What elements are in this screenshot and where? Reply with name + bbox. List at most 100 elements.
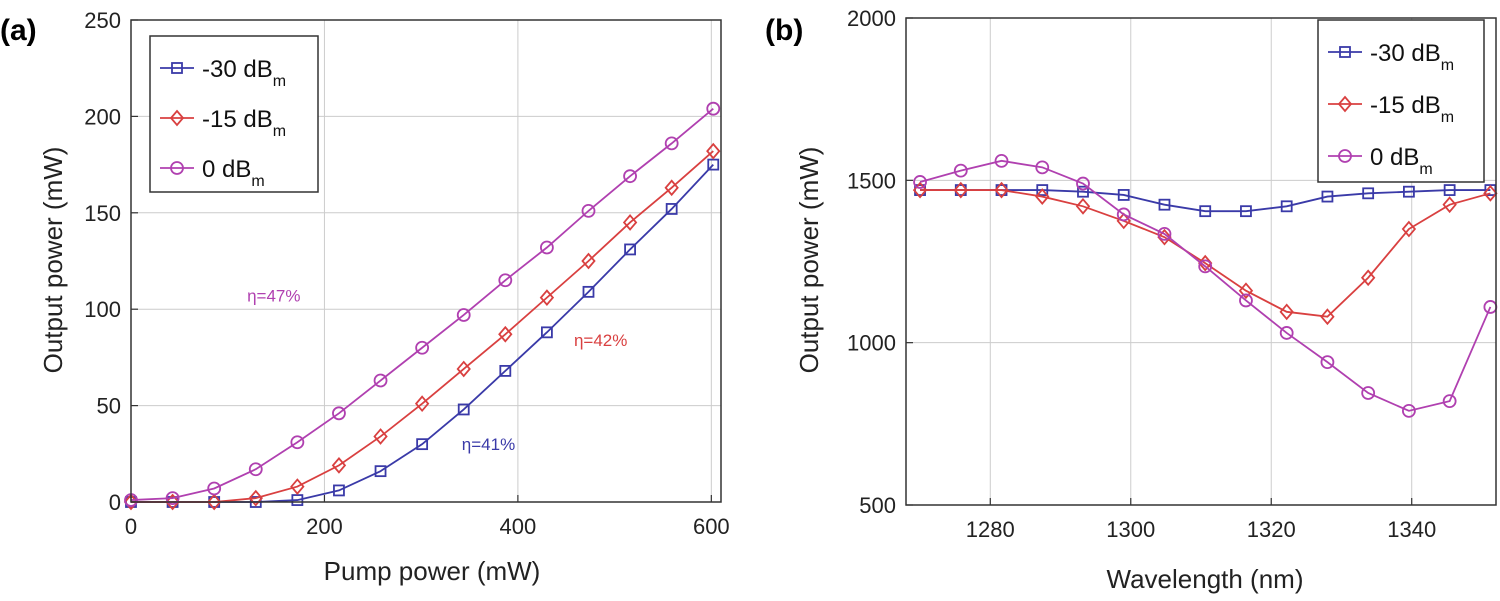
legend-label: -15 dBm — [1370, 92, 1454, 126]
legend-label-sub: m — [1441, 109, 1454, 126]
legend-label-sub: m — [1441, 57, 1454, 74]
data-point — [1442, 394, 1457, 409]
data-point — [498, 273, 513, 288]
y-tick-label: 50 — [97, 394, 121, 419]
legend-marker — [1338, 149, 1352, 163]
data-point — [665, 203, 678, 215]
legend-label-main: 0 dB — [1370, 144, 1419, 171]
x-tick-label: 600 — [693, 514, 730, 539]
data-point — [290, 478, 305, 495]
x-tick-label: 1300 — [1106, 517, 1155, 542]
legend-label-sub: m — [273, 123, 286, 140]
data-point — [291, 494, 304, 506]
data-point — [1279, 303, 1294, 321]
data-point — [1402, 403, 1416, 418]
data-point — [332, 406, 346, 421]
x-axis-label-b: Wavelength (nm) — [1107, 564, 1304, 594]
y-tick-label: 500 — [859, 493, 896, 518]
data-point — [1157, 227, 1172, 241]
data-point — [415, 340, 430, 355]
data-point — [581, 252, 596, 270]
data-point — [1442, 196, 1457, 214]
data-point — [706, 142, 721, 160]
data-point — [333, 484, 345, 497]
data-point — [623, 169, 637, 184]
data-point — [994, 181, 1009, 199]
data-point — [1320, 355, 1335, 370]
data-point — [1401, 220, 1417, 238]
series-line — [919, 159, 1492, 412]
data-point — [994, 153, 1009, 168]
plot-frame-b — [905, 17, 1497, 506]
x-tick-label: 400 — [500, 514, 537, 539]
efficiency-annotation: η=47% — [247, 286, 300, 305]
data-point — [457, 403, 470, 416]
x-tick-label: 200 — [306, 514, 343, 539]
data-point — [664, 179, 679, 197]
legend-label: -30 dBm — [202, 56, 286, 90]
data-point — [707, 158, 720, 171]
data-point — [1035, 188, 1050, 205]
legend-label: 0 dBm — [1370, 144, 1433, 178]
x-tick-label: 1320 — [1247, 517, 1296, 542]
data-point — [248, 489, 263, 507]
data-point — [206, 493, 222, 511]
panel-label-b: (b) — [765, 14, 803, 47]
legend-marker — [1339, 46, 1351, 58]
data-point — [582, 285, 595, 298]
data-point — [1443, 184, 1456, 196]
data-point — [913, 175, 927, 189]
data-point — [1483, 184, 1498, 202]
legend-marker — [1337, 95, 1353, 113]
data-point — [1321, 190, 1334, 203]
legend-label-main: 0 dB — [202, 156, 251, 183]
legend-label-main: -30 dB — [1370, 40, 1441, 67]
data-point — [373, 428, 388, 445]
data-point — [581, 203, 596, 218]
y-tick-label: 200 — [84, 104, 121, 129]
panel-label-a: (a) — [0, 14, 37, 47]
chart-b: (b) 1280 1300 1320 1340 500 1000 1500 2000 Wave… — [765, 6, 1498, 594]
data-point — [622, 214, 638, 231]
data-point — [1199, 205, 1212, 218]
x-tick-label: 1340 — [1387, 517, 1436, 542]
legend-label-main: -30 dB — [202, 56, 273, 83]
data-point — [706, 101, 721, 116]
data-point — [1280, 200, 1293, 213]
legend-marker — [169, 109, 185, 127]
data-point — [1077, 185, 1089, 198]
data-point — [1157, 228, 1172, 246]
efficiency-annotation: η=41% — [462, 435, 515, 454]
y-tick-label: 100 — [84, 297, 121, 322]
legend-marker — [171, 62, 183, 74]
data-point — [1320, 308, 1335, 326]
y-axis-label-a: Output power (mW) — [38, 147, 68, 374]
efficiency-annotation: η=42% — [574, 331, 627, 350]
y-tick-label: 0 — [109, 490, 121, 515]
data-point — [1116, 207, 1131, 222]
data-point — [248, 462, 263, 477]
y-tick-label: 1500 — [847, 168, 896, 193]
plot-frame-a — [130, 19, 722, 503]
legend-box-a — [149, 35, 319, 193]
x-tick-label: 0 — [125, 514, 137, 539]
data-point — [456, 360, 471, 378]
data-point — [165, 491, 180, 506]
data-point — [1075, 197, 1091, 215]
legend-label: 0 dBm — [202, 156, 265, 190]
legend-label: -30 dBm — [1370, 40, 1454, 74]
data-point — [1360, 269, 1376, 287]
data-point — [1239, 293, 1253, 308]
legend-label-main: -15 dB — [202, 106, 273, 133]
data-point — [953, 163, 968, 178]
data-point — [953, 181, 968, 199]
data-point — [541, 326, 553, 339]
chart-a: (a) 0 200 400 600 0 50 100 150 200 250 Pump power… — [0, 8, 730, 586]
y-tick-label: 1000 — [847, 331, 896, 356]
data-point — [540, 240, 554, 255]
legend-label: -15 dBm — [202, 106, 286, 140]
data-point — [499, 364, 512, 377]
data-point — [539, 289, 555, 307]
